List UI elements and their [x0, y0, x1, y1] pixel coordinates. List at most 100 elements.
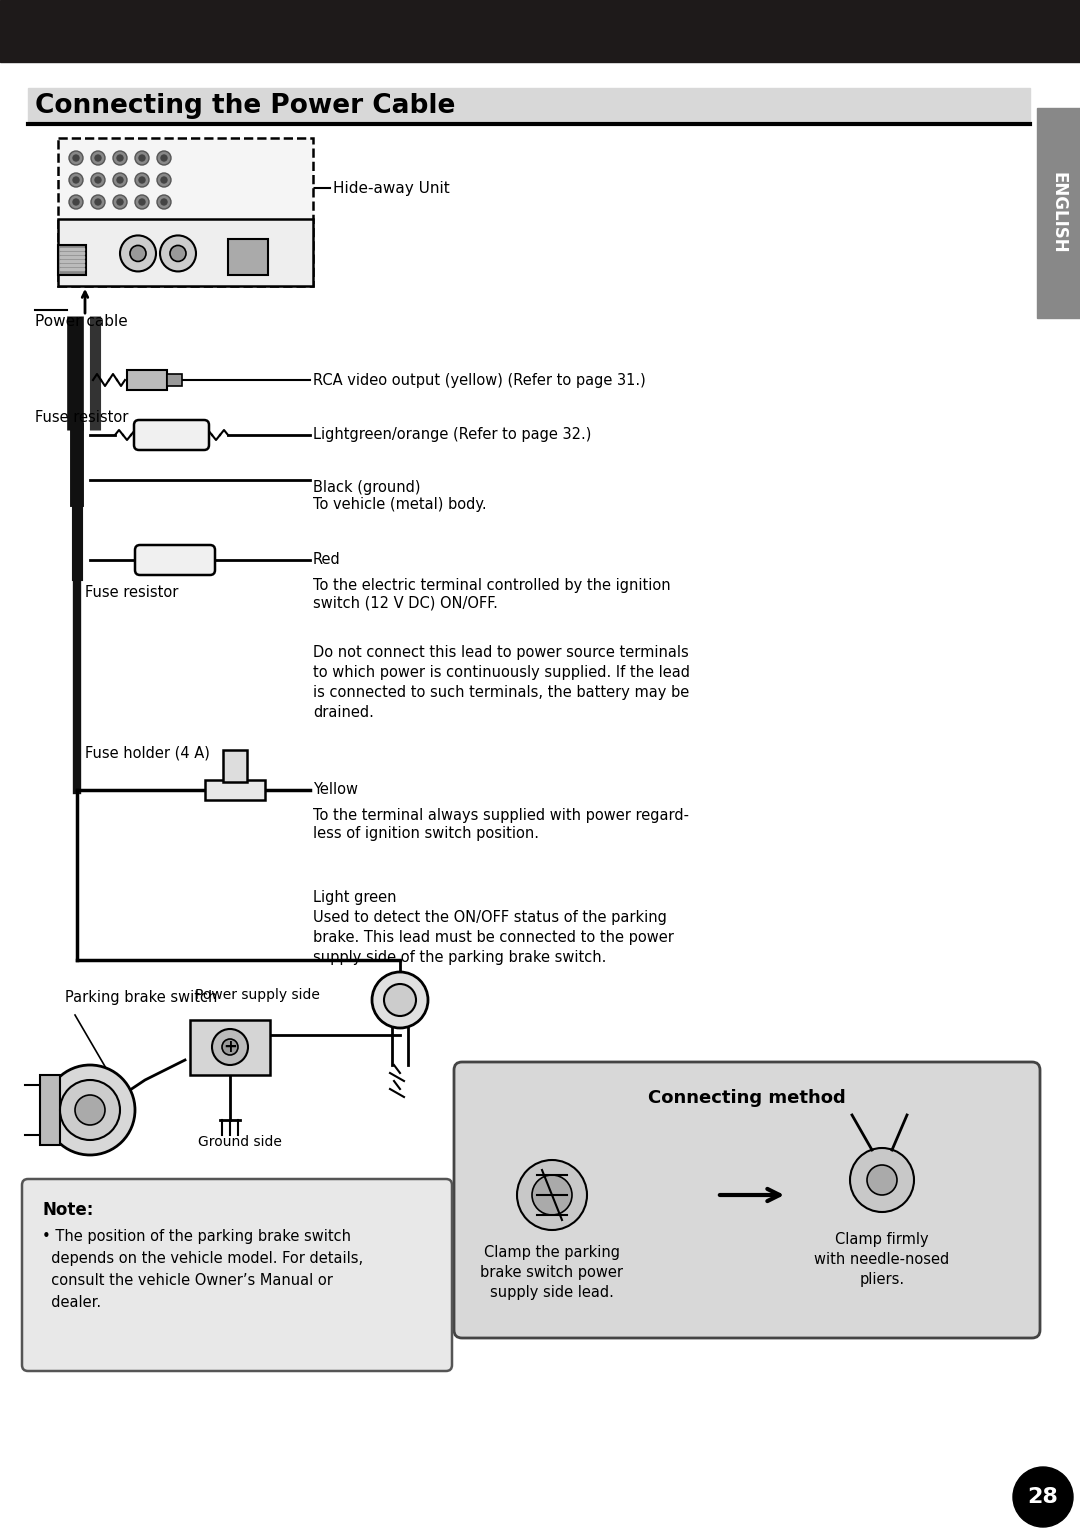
Bar [40, 1075, 60, 1145]
Text: Parking brake switch: Parking brake switch [65, 990, 217, 1006]
Text: Red: Red [313, 552, 341, 567]
Circle shape [157, 150, 171, 166]
Circle shape [91, 150, 105, 166]
Circle shape [117, 155, 123, 161]
Text: brake. This lead must be connected to the power: brake. This lead must be connected to th… [313, 931, 674, 944]
Text: is connected to such terminals, the battery may be: is connected to such terminals, the batt… [313, 685, 689, 701]
Text: Used to detect the ON/OFF status of the parking: Used to detect the ON/OFF status of the … [313, 911, 666, 924]
Text: Fuse holder (4 A): Fuse holder (4 A) [85, 745, 210, 760]
Circle shape [170, 245, 186, 262]
Circle shape [139, 199, 145, 205]
Bar [205, 780, 265, 800]
Circle shape [157, 173, 171, 187]
Text: 28: 28 [1027, 1487, 1058, 1507]
Text: Do not connect this lead to power source terminals: Do not connect this lead to power source… [313, 645, 689, 661]
Text: brake switch power: brake switch power [481, 1265, 623, 1280]
Bar [58, 138, 313, 287]
Text: supply side lead.: supply side lead. [490, 1285, 613, 1300]
Circle shape [60, 1081, 120, 1141]
Text: less of ignition switch position.: less of ignition switch position. [313, 826, 539, 842]
Circle shape [222, 1039, 238, 1055]
Circle shape [73, 155, 79, 161]
Bar [60, 256, 84, 258]
Text: RCA video output (yellow) (Refer to page 31.): RCA video output (yellow) (Refer to page… [313, 373, 646, 388]
Circle shape [161, 176, 167, 182]
Circle shape [69, 173, 83, 187]
Text: consult the vehicle Owner’s Manual or: consult the vehicle Owner’s Manual or [42, 1272, 333, 1288]
Circle shape [517, 1160, 588, 1229]
Circle shape [1013, 1467, 1074, 1527]
Text: Light green: Light green [313, 891, 396, 904]
Bar [60, 259, 84, 262]
Text: pliers.: pliers. [860, 1272, 905, 1288]
Circle shape [117, 176, 123, 182]
Circle shape [372, 972, 428, 1029]
Text: switch (12 V DC) ON/OFF.: switch (12 V DC) ON/OFF. [313, 595, 498, 610]
Circle shape [95, 176, 102, 182]
Circle shape [113, 150, 127, 166]
FancyBboxPatch shape [135, 546, 215, 575]
Text: Black (ground)
To vehicle (metal) body.: Black (ground) To vehicle (metal) body. [313, 480, 487, 512]
Text: Power supply side: Power supply side [195, 987, 320, 1003]
Circle shape [69, 150, 83, 166]
Circle shape [139, 176, 145, 182]
Bar [28, 87, 1030, 124]
Circle shape [160, 236, 195, 271]
Circle shape [157, 195, 171, 208]
Bar [60, 264, 84, 265]
Bar [58, 245, 86, 274]
Text: dealer.: dealer. [42, 1295, 102, 1311]
Bar [60, 251, 84, 253]
Circle shape [91, 195, 105, 208]
Text: Clamp the parking: Clamp the parking [484, 1245, 620, 1260]
Text: Lightgreen/orange (Refer to page 32.): Lightgreen/orange (Refer to page 32.) [313, 428, 592, 443]
Text: drained.: drained. [313, 705, 374, 721]
Circle shape [130, 245, 146, 262]
Text: To the electric terminal controlled by the ignition: To the electric terminal controlled by t… [313, 578, 671, 593]
Circle shape [384, 984, 416, 1016]
Circle shape [135, 195, 149, 208]
Circle shape [45, 1065, 135, 1154]
Circle shape [113, 173, 127, 187]
Text: Power cable: Power cable [35, 314, 127, 330]
Circle shape [139, 155, 145, 161]
Text: +: + [224, 1038, 237, 1056]
Text: Connecting the Power Cable: Connecting the Power Cable [35, 94, 456, 120]
Circle shape [120, 236, 156, 271]
Circle shape [867, 1165, 897, 1196]
Circle shape [161, 155, 167, 161]
Text: Hide-away Unit: Hide-away Unit [333, 181, 449, 196]
Circle shape [73, 199, 79, 205]
Text: • The position of the parking brake switch: • The position of the parking brake swit… [42, 1229, 351, 1243]
Bar [222, 750, 247, 782]
Text: Ground side: Ground side [198, 1134, 282, 1150]
FancyBboxPatch shape [454, 1062, 1040, 1338]
Circle shape [117, 199, 123, 205]
Text: to which power is continuously supplied. If the lead: to which power is continuously supplied.… [313, 665, 690, 681]
Circle shape [95, 199, 102, 205]
Bar [127, 369, 167, 389]
Text: Yellow: Yellow [313, 782, 357, 797]
Text: Note:: Note: [42, 1200, 93, 1219]
Circle shape [73, 176, 79, 182]
Circle shape [95, 155, 102, 161]
Circle shape [161, 199, 167, 205]
Circle shape [113, 195, 127, 208]
Text: depends on the vehicle model. For details,: depends on the vehicle model. For detail… [42, 1251, 363, 1266]
Text: Fuse resistor: Fuse resistor [85, 586, 178, 599]
Bar [0, 0, 1080, 61]
Bar [228, 239, 268, 274]
Text: ENGLISH: ENGLISH [1050, 172, 1067, 254]
Circle shape [212, 1029, 248, 1065]
Text: supply side of the parking brake switch.: supply side of the parking brake switch. [313, 950, 606, 964]
Bar [58, 219, 313, 287]
Text: Fuse resistor: Fuse resistor [35, 409, 129, 425]
Circle shape [135, 173, 149, 187]
Bar [1037, 107, 1080, 317]
Text: Connecting method: Connecting method [648, 1088, 846, 1107]
Circle shape [75, 1095, 105, 1125]
Circle shape [69, 195, 83, 208]
Text: To the terminal always supplied with power regard-: To the terminal always supplied with pow… [313, 808, 689, 823]
Circle shape [91, 173, 105, 187]
Text: Clamp firmly: Clamp firmly [835, 1233, 929, 1246]
